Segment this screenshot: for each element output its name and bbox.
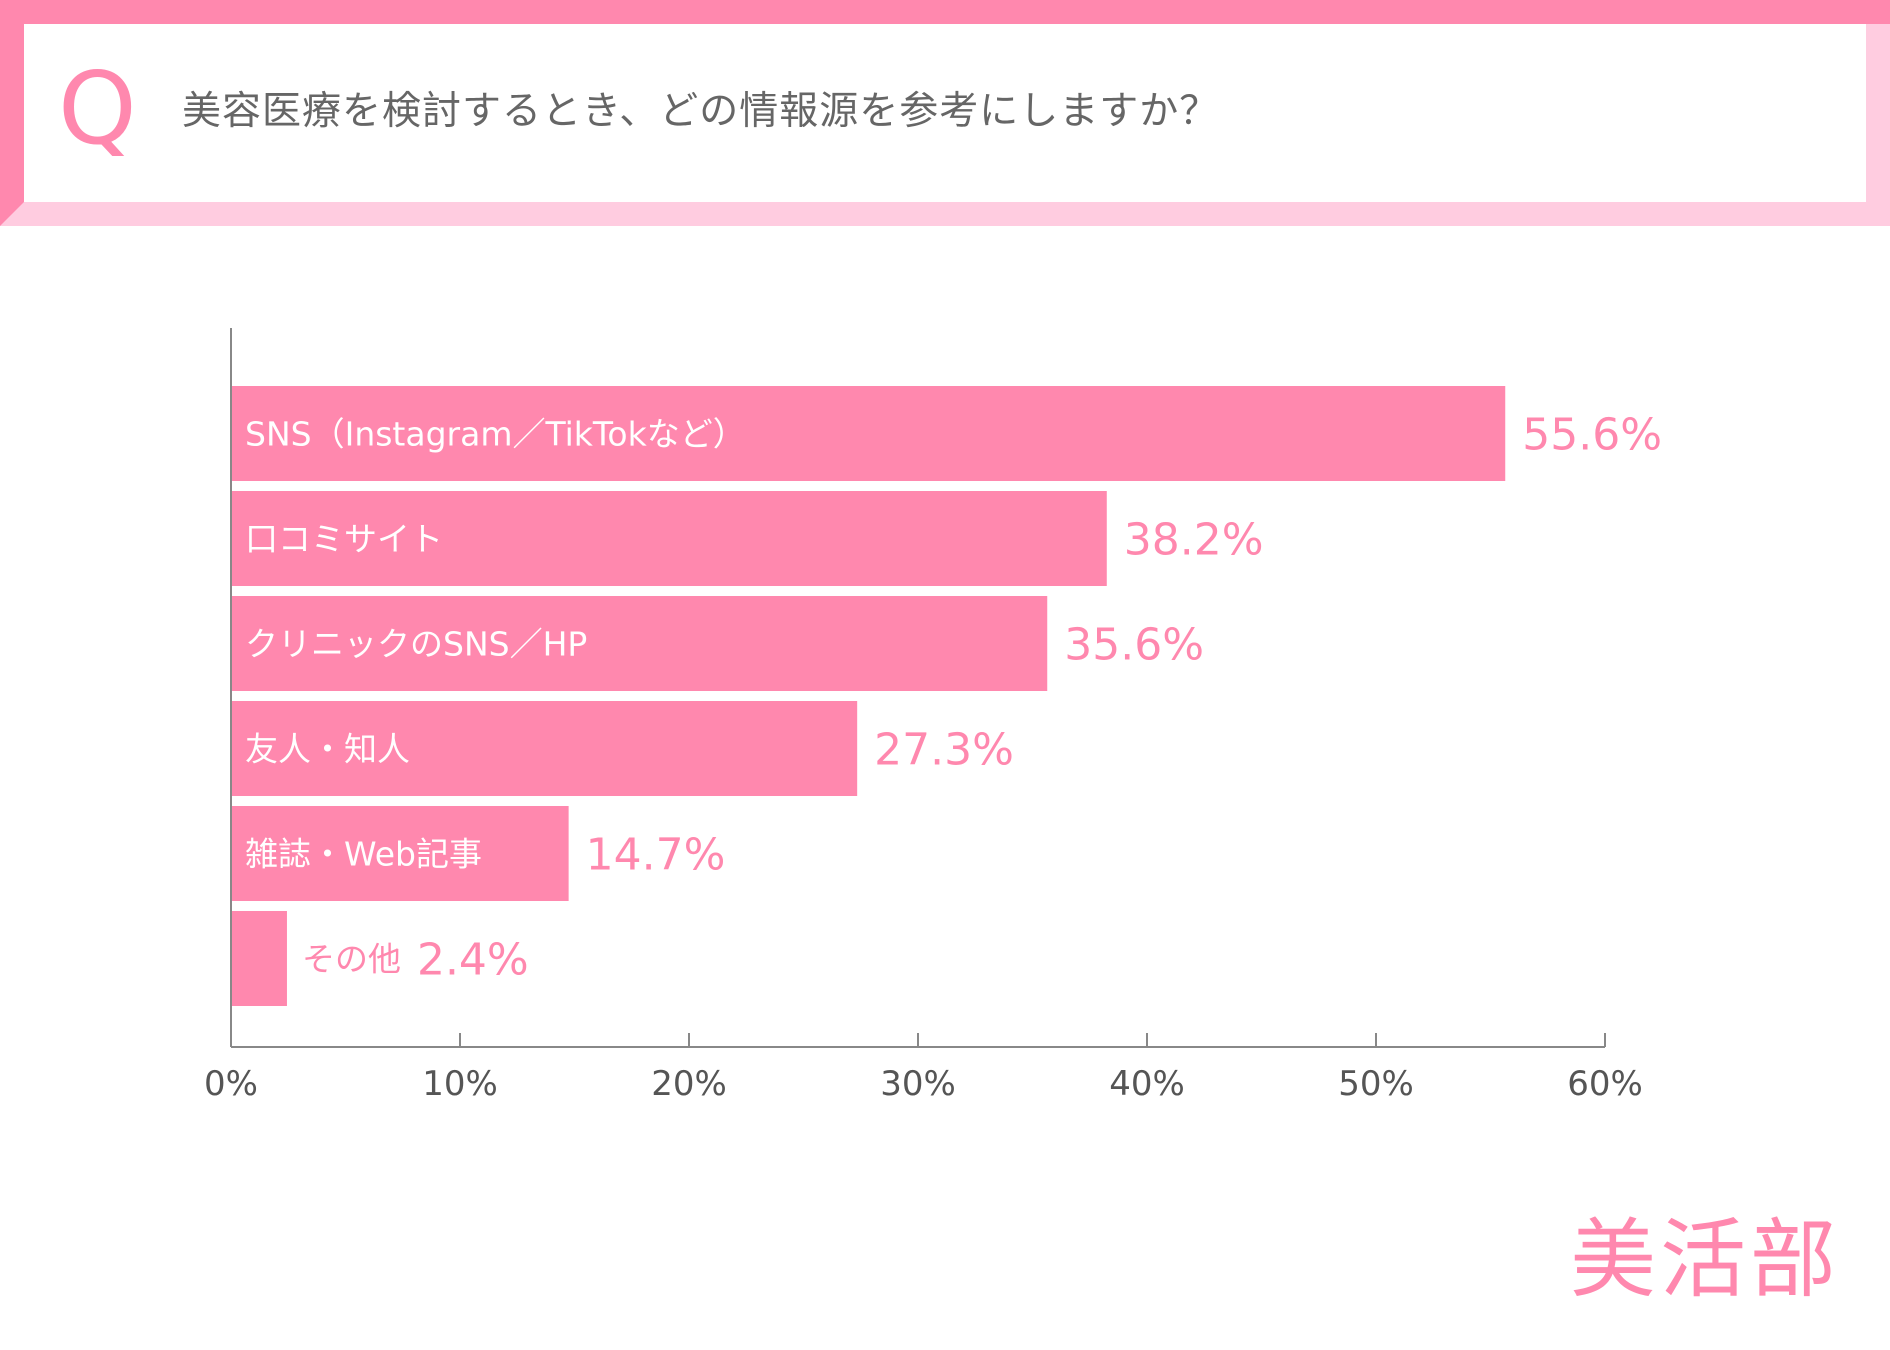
category-label: 友人・知人 — [245, 730, 410, 769]
x-tick-label: 0% — [204, 1064, 258, 1104]
banner-frame — [0, 0, 1890, 226]
bar — [232, 911, 287, 1006]
value-label: 55.6% — [1522, 410, 1662, 461]
x-tick-label: 10% — [422, 1064, 498, 1104]
category-label: 口コミサイト — [245, 520, 443, 559]
bar — [232, 596, 1048, 691]
bar — [232, 386, 1506, 481]
x-tick-label: 40% — [1109, 1064, 1185, 1104]
value-label: 38.2% — [1124, 515, 1264, 566]
category-label: SNS（Instagram／TikTokなど） — [245, 415, 746, 454]
question-q-icon: Q — [58, 50, 137, 167]
question-text: 美容医療を検討するとき、どの情報源を参考にしますか？ — [182, 89, 1220, 134]
x-tick-label: 30% — [880, 1064, 956, 1104]
bar — [232, 701, 858, 796]
bar — [232, 806, 569, 901]
category-label: その他 — [302, 940, 401, 979]
brand-logo: 美活部 — [1570, 1210, 1840, 1310]
x-tick-label: 60% — [1567, 1064, 1643, 1104]
value-label: 35.6% — [1064, 620, 1204, 671]
value-label: 27.3% — [874, 725, 1014, 776]
question-banner: Q 美容医療を検討するとき、どの情報源を参考にしますか？ — [0, 0, 1890, 226]
category-label: クリニックのSNS／HP — [245, 625, 587, 664]
category-label: 雑誌・Web記事 — [245, 835, 482, 874]
x-tick-label: 20% — [651, 1064, 727, 1104]
bar — [232, 491, 1107, 586]
value-label: 2.4% — [417, 935, 529, 986]
value-label: 14.7% — [586, 830, 726, 881]
x-tick-label: 50% — [1338, 1064, 1414, 1104]
